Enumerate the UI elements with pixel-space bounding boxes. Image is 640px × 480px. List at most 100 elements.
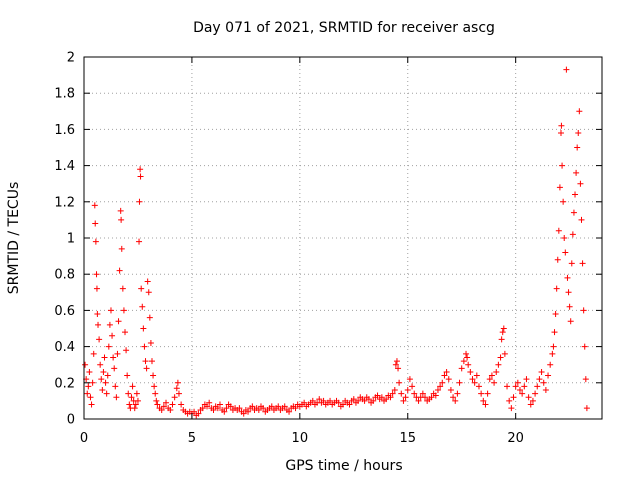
grid-lines (84, 57, 602, 419)
data-point (115, 318, 122, 325)
data-point (473, 372, 480, 379)
data-point (508, 405, 515, 412)
data-point (516, 387, 523, 394)
data-point (286, 408, 293, 415)
data-point (580, 307, 587, 314)
data-point (486, 376, 493, 383)
data-point (387, 394, 394, 401)
data-point (555, 227, 562, 234)
data-point (144, 278, 151, 285)
data-point (573, 169, 580, 176)
data-point (450, 394, 457, 401)
y-tick-label: 0.6 (54, 304, 75, 319)
data-point (169, 401, 176, 408)
data-point (320, 397, 327, 404)
data-point (106, 321, 113, 328)
data-point (370, 397, 377, 404)
data-point (534, 383, 541, 390)
data-point (139, 303, 146, 310)
data-point (223, 405, 230, 412)
data-point (141, 343, 148, 350)
data-point (137, 173, 144, 180)
data-point (439, 379, 446, 386)
data-point (458, 365, 465, 372)
data-point (480, 397, 487, 404)
data-point (142, 358, 149, 365)
data-point (138, 285, 145, 292)
data-point (565, 289, 572, 296)
data-point (428, 394, 435, 401)
data-point (561, 235, 568, 241)
data-point (133, 390, 140, 397)
data-point (163, 399, 170, 406)
data-point (576, 108, 583, 115)
data-point (498, 336, 505, 343)
data-point (506, 397, 513, 404)
data-point (568, 260, 575, 267)
data-point (173, 385, 180, 392)
y-tick-label: 1.6 (54, 123, 75, 138)
data-point (92, 238, 99, 245)
data-point (122, 329, 129, 336)
data-point (82, 361, 89, 368)
data-point (570, 209, 577, 216)
data-point (419, 390, 426, 397)
data-point (553, 285, 560, 292)
data-point (475, 383, 482, 390)
data-point (107, 307, 114, 314)
data-point (124, 372, 131, 379)
axis-ticks: 00.20.40.60.811.21.41.61.820 5 10 15 20 (54, 51, 602, 446)
data-point (85, 383, 92, 390)
data-point (195, 410, 202, 417)
data-point (132, 401, 139, 408)
y-tick-label: 1.4 (54, 159, 75, 174)
data-point (378, 394, 385, 401)
data-point (563, 66, 570, 73)
data-point (129, 383, 136, 390)
data-point (422, 394, 429, 401)
data-point (415, 397, 422, 404)
data-point (538, 368, 545, 375)
data-point (137, 166, 144, 173)
data-point (389, 390, 396, 397)
data-point (432, 392, 439, 399)
data-point (255, 406, 262, 413)
data-point (572, 191, 579, 198)
data-point (519, 390, 526, 397)
data-point (396, 379, 403, 386)
data-point (554, 256, 561, 263)
data-point (564, 274, 571, 281)
data-point (567, 318, 574, 325)
y-tick-label: 0.8 (54, 268, 75, 283)
data-point (117, 207, 124, 214)
data-point (111, 365, 118, 372)
data-point (112, 383, 119, 390)
data-point (160, 403, 167, 410)
data-point (216, 401, 223, 408)
data-point (452, 397, 459, 404)
data-point (482, 401, 489, 408)
data-point (445, 376, 452, 383)
x-tick-label: 20 (507, 431, 524, 446)
data-point (523, 376, 530, 383)
data-point (120, 307, 127, 314)
data-point (260, 405, 267, 412)
x-tick-label: 10 (292, 431, 309, 446)
data-point (125, 390, 132, 397)
data-point (109, 332, 116, 339)
data-point (174, 379, 181, 386)
data-point (191, 408, 198, 415)
data-point (171, 394, 178, 401)
data-point (94, 311, 101, 318)
data-point (558, 122, 565, 129)
data-point (153, 397, 160, 404)
data-point (93, 271, 100, 278)
data-point (395, 365, 402, 372)
data-point (404, 387, 411, 394)
data-point (391, 387, 398, 394)
data-point (469, 376, 476, 383)
data-point (355, 397, 362, 404)
data-point (454, 390, 461, 397)
data-point (204, 403, 211, 410)
